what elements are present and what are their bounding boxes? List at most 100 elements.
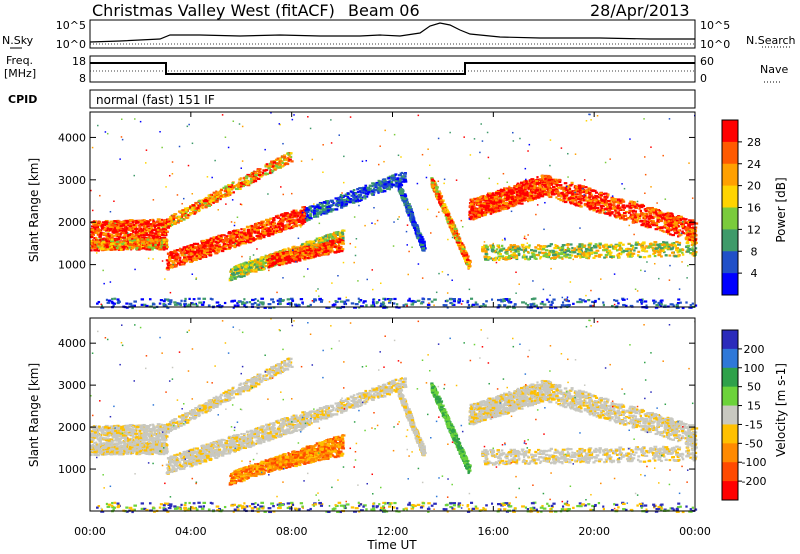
- power-cell: [90, 239, 94, 243]
- power-cell: [435, 190, 440, 193]
- power-cell: [244, 242, 248, 245]
- power-cell: [142, 237, 146, 240]
- power-cell: [164, 247, 168, 250]
- power-cell: [95, 231, 99, 234]
- power-cell: [303, 247, 306, 250]
- power-cell: [189, 244, 192, 247]
- power-cell: [293, 212, 297, 215]
- power-cell: [202, 200, 207, 203]
- power-cell: [171, 220, 174, 223]
- power-cell: [154, 227, 157, 230]
- power-cell: [314, 251, 317, 254]
- power-cell: [417, 231, 420, 234]
- power-cell: [241, 183, 245, 187]
- power-cell: [331, 249, 334, 252]
- power-cell: [379, 184, 383, 188]
- power-cell: [433, 188, 436, 191]
- power-cell: [204, 198, 208, 202]
- power-cell: [209, 199, 212, 202]
- power-cell: [132, 225, 137, 228]
- power-cell: [249, 180, 254, 183]
- power-cell: [301, 243, 305, 246]
- power-cell: [210, 199, 215, 203]
- power-cell: [241, 181, 246, 184]
- power-cell: [280, 256, 284, 259]
- power-cell: [278, 161, 281, 165]
- power-cell: [420, 243, 424, 247]
- power-cell: [163, 233, 168, 237]
- power-cell: [172, 222, 177, 226]
- power-cell: [153, 224, 157, 227]
- power-cell: [237, 187, 242, 191]
- power-cell: [221, 239, 225, 242]
- power-cell: [246, 184, 251, 187]
- power-cell: [343, 204, 347, 207]
- power-cell: [457, 237, 462, 240]
- power-cell: [276, 222, 281, 225]
- power-cell: [175, 249, 179, 252]
- power-cell: [415, 234, 419, 237]
- power-cell: [224, 193, 229, 196]
- power-cell: [298, 259, 302, 262]
- power-cell: [319, 210, 323, 213]
- power-cell: [301, 216, 306, 219]
- power-cell: [271, 261, 275, 264]
- power-cell: [253, 263, 257, 266]
- power-cell: [280, 219, 284, 223]
- power-cell: [139, 247, 143, 250]
- power-cell: [156, 218, 161, 221]
- power-cell: [371, 193, 374, 196]
- power-cell: [166, 220, 171, 223]
- power-cell: [257, 268, 260, 271]
- power-cell: [291, 257, 296, 260]
- power-cell: [209, 247, 212, 251]
- power-cell: [104, 240, 109, 243]
- power-cell: [372, 189, 375, 192]
- power-cell: [162, 232, 166, 235]
- power-cell: [242, 242, 246, 245]
- power-cell: [275, 158, 278, 162]
- power-cell: [105, 246, 109, 249]
- power-cell: [293, 251, 298, 255]
- power-cell: [336, 205, 340, 208]
- power-cell: [419, 242, 423, 245]
- power-cell: [236, 267, 240, 271]
- power-cell: [231, 235, 235, 238]
- power-cell: [430, 181, 435, 184]
- power-cell: [273, 231, 278, 234]
- power-cell: [116, 219, 120, 223]
- power-cell: [149, 231, 152, 234]
- power-cell: [330, 240, 334, 243]
- power-cell: [341, 248, 345, 251]
- power-cell: [123, 220, 126, 224]
- power-cell: [188, 255, 192, 259]
- power-cell: [119, 227, 123, 230]
- power-cell: [414, 232, 418, 235]
- power-cell: [338, 199, 342, 202]
- power-cell: [205, 243, 208, 246]
- power-cell: [319, 207, 324, 211]
- power-cell: [194, 201, 198, 205]
- power-cell: [194, 208, 198, 212]
- power-cell: [123, 237, 127, 240]
- power-cell: [144, 227, 148, 230]
- power-cell: [418, 240, 422, 243]
- power-cell: [128, 246, 131, 249]
- power-cell: [173, 254, 177, 258]
- power-cell: [124, 231, 129, 234]
- power-cell: [253, 231, 257, 234]
- power-cell: [307, 250, 312, 253]
- power-cell: [118, 235, 122, 238]
- power-cell: [94, 223, 98, 226]
- power-cell: [252, 236, 255, 240]
- power-cell: [179, 260, 184, 263]
- power-cell: [155, 230, 159, 233]
- power-cell: [92, 222, 97, 225]
- power-cell: [267, 261, 270, 264]
- power-cell: [327, 247, 331, 250]
- power-cell: [189, 213, 192, 216]
- freq-label: Freq.: [6, 54, 33, 67]
- power-cell: [151, 240, 155, 243]
- power-cell: [440, 204, 445, 208]
